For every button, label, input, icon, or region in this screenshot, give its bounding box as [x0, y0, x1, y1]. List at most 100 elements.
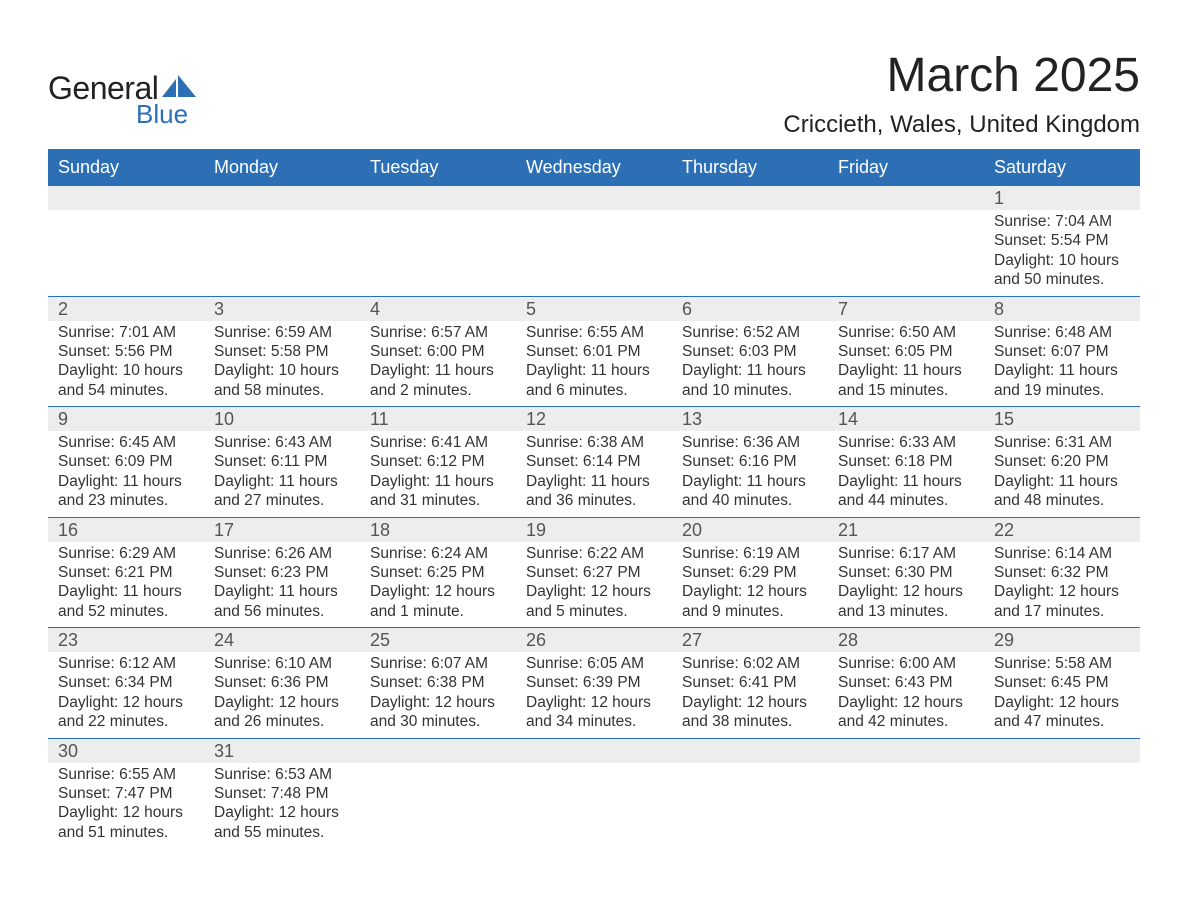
sunset-line: Sunset: 6:18 PM — [838, 452, 978, 471]
sunset-line: Sunset: 6:38 PM — [370, 673, 510, 692]
day-cell — [48, 210, 204, 296]
day-cell: Sunrise: 7:04 AMSunset: 5:54 PMDaylight:… — [984, 210, 1140, 296]
sunrise-line: Sunrise: 6:36 AM — [682, 433, 822, 452]
sunrise-line: Sunrise: 6:38 AM — [526, 433, 666, 452]
day-cell: Sunrise: 6:00 AMSunset: 6:43 PMDaylight:… — [828, 652, 984, 738]
day-cell: Sunrise: 6:05 AMSunset: 6:39 PMDaylight:… — [516, 652, 672, 738]
daylight-line: Daylight: 11 hours and 40 minutes. — [682, 472, 822, 511]
sunrise-line: Sunrise: 6:17 AM — [838, 544, 978, 563]
day-number — [360, 739, 516, 763]
day-cell: Sunrise: 6:29 AMSunset: 6:21 PMDaylight:… — [48, 542, 204, 628]
daylight-line: Daylight: 11 hours and 31 minutes. — [370, 472, 510, 511]
sunset-line: Sunset: 6:25 PM — [370, 563, 510, 582]
day-number: 11 — [360, 407, 516, 431]
day-number — [360, 186, 516, 210]
daylight-line: Daylight: 12 hours and 34 minutes. — [526, 693, 666, 732]
day-number: 25 — [360, 628, 516, 652]
week-row: 9101112131415 Sunrise: 6:45 AMSunset: 6:0… — [48, 406, 1140, 517]
day-number: 7 — [828, 297, 984, 321]
sunset-line: Sunset: 6:21 PM — [58, 563, 198, 582]
daylight-line: Daylight: 11 hours and 23 minutes. — [58, 472, 198, 511]
sunrise-line: Sunrise: 6:10 AM — [214, 654, 354, 673]
weekday-sunday: Sunday — [48, 151, 204, 186]
sunset-line: Sunset: 6:45 PM — [994, 673, 1134, 692]
sunrise-line: Sunrise: 6:07 AM — [370, 654, 510, 673]
day-cell — [672, 210, 828, 296]
sunset-line: Sunset: 6:27 PM — [526, 563, 666, 582]
day-cell: Sunrise: 6:41 AMSunset: 6:12 PMDaylight:… — [360, 431, 516, 517]
daylight-line: Daylight: 10 hours and 54 minutes. — [58, 361, 198, 400]
day-number: 28 — [828, 628, 984, 652]
day-cell: Sunrise: 6:19 AMSunset: 6:29 PMDaylight:… — [672, 542, 828, 628]
day-data-row: Sunrise: 6:12 AMSunset: 6:34 PMDaylight:… — [48, 652, 1140, 738]
sunset-line: Sunset: 6:11 PM — [214, 452, 354, 471]
weekday-wednesday: Wednesday — [516, 151, 672, 186]
day-number: 27 — [672, 628, 828, 652]
sunset-line: Sunset: 5:56 PM — [58, 342, 198, 361]
day-number: 13 — [672, 407, 828, 431]
sunset-line: Sunset: 6:29 PM — [682, 563, 822, 582]
day-cell — [204, 210, 360, 296]
sunrise-line: Sunrise: 6:14 AM — [994, 544, 1134, 563]
day-data-row: Sunrise: 6:29 AMSunset: 6:21 PMDaylight:… — [48, 542, 1140, 628]
sunset-line: Sunset: 6:32 PM — [994, 563, 1134, 582]
day-number: 16 — [48, 518, 204, 542]
day-cell: Sunrise: 6:24 AMSunset: 6:25 PMDaylight:… — [360, 542, 516, 628]
day-number — [48, 186, 204, 210]
day-number: 9 — [48, 407, 204, 431]
daylight-line: Daylight: 11 hours and 2 minutes. — [370, 361, 510, 400]
daylight-line: Daylight: 12 hours and 5 minutes. — [526, 582, 666, 621]
day-number: 4 — [360, 297, 516, 321]
sunset-line: Sunset: 6:36 PM — [214, 673, 354, 692]
sunset-line: Sunset: 6:30 PM — [838, 563, 978, 582]
daylight-line: Daylight: 12 hours and 47 minutes. — [994, 693, 1134, 732]
title-block: March 2025 Criccieth, Wales, United King… — [783, 48, 1140, 139]
day-number: 29 — [984, 628, 1140, 652]
daylight-line: Daylight: 11 hours and 6 minutes. — [526, 361, 666, 400]
sunrise-line: Sunrise: 6:00 AM — [838, 654, 978, 673]
sunrise-line: Sunrise: 6:55 AM — [58, 765, 198, 784]
day-number: 30 — [48, 739, 204, 763]
sunset-line: Sunset: 6:43 PM — [838, 673, 978, 692]
sunrise-line: Sunrise: 6:31 AM — [994, 433, 1134, 452]
day-number: 2 — [48, 297, 204, 321]
day-number: 8 — [984, 297, 1140, 321]
sunrise-line: Sunrise: 6:24 AM — [370, 544, 510, 563]
sunset-line: Sunset: 5:54 PM — [994, 231, 1134, 250]
daylight-line: Daylight: 11 hours and 44 minutes. — [838, 472, 978, 511]
day-number: 14 — [828, 407, 984, 431]
daylight-line: Daylight: 12 hours and 51 minutes. — [58, 803, 198, 842]
day-data-row: Sunrise: 6:45 AMSunset: 6:09 PMDaylight:… — [48, 431, 1140, 517]
calendar-page: General Blue March 2025 Criccieth, Wales… — [0, 0, 1188, 918]
day-number: 15 — [984, 407, 1140, 431]
day-cell: Sunrise: 6:07 AMSunset: 6:38 PMDaylight:… — [360, 652, 516, 738]
day-cell: Sunrise: 7:01 AMSunset: 5:56 PMDaylight:… — [48, 321, 204, 407]
day-number: 10 — [204, 407, 360, 431]
day-data-row: Sunrise: 6:55 AMSunset: 7:47 PMDaylight:… — [48, 763, 1140, 849]
sunrise-line: Sunrise: 6:57 AM — [370, 323, 510, 342]
sunrise-line: Sunrise: 6:26 AM — [214, 544, 354, 563]
day-cell: Sunrise: 6:45 AMSunset: 6:09 PMDaylight:… — [48, 431, 204, 517]
sunset-line: Sunset: 6:05 PM — [838, 342, 978, 361]
day-number: 18 — [360, 518, 516, 542]
day-number — [828, 186, 984, 210]
day-number — [204, 186, 360, 210]
sunset-line: Sunset: 6:00 PM — [370, 342, 510, 361]
day-cell — [828, 763, 984, 849]
location: Criccieth, Wales, United Kingdom — [783, 111, 1140, 139]
sunset-line: Sunset: 6:03 PM — [682, 342, 822, 361]
day-cell: Sunrise: 6:38 AMSunset: 6:14 PMDaylight:… — [516, 431, 672, 517]
sunrise-line: Sunrise: 6:48 AM — [994, 323, 1134, 342]
day-number: 26 — [516, 628, 672, 652]
day-number — [672, 739, 828, 763]
day-number: 12 — [516, 407, 672, 431]
daylight-line: Daylight: 11 hours and 10 minutes. — [682, 361, 822, 400]
sunset-line: Sunset: 7:48 PM — [214, 784, 354, 803]
day-number-row: 3031 — [48, 739, 1140, 763]
day-number: 20 — [672, 518, 828, 542]
sunrise-line: Sunrise: 6:50 AM — [838, 323, 978, 342]
sunset-line: Sunset: 6:01 PM — [526, 342, 666, 361]
day-number-row: 2345678 — [48, 297, 1140, 321]
sunset-line: Sunset: 5:58 PM — [214, 342, 354, 361]
weekday-friday: Friday — [828, 151, 984, 186]
